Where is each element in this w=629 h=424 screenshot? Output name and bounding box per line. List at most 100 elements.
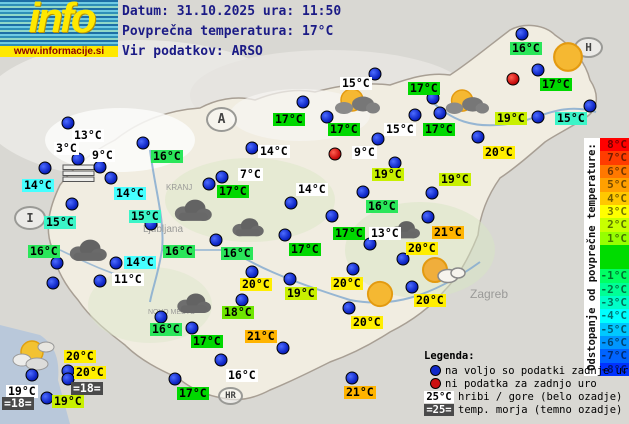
station-dot-red [328,147,342,161]
station-dot-blue [368,67,382,81]
temp-label: 21°C [245,329,277,343]
temp-label: 9°C [352,145,377,159]
temp-label: 17°C [333,226,365,240]
temp-label: 16°C [226,368,258,382]
temp-label: 17°C [408,81,440,95]
scale-cell: -2°C [600,282,629,296]
cloud-icon [66,237,108,267]
legend-item-text: na voljo so podatki zadnje ure [445,364,629,377]
station-dot-blue [104,171,118,185]
sun-cloud-icon [330,87,380,119]
station-dot-blue [515,27,529,41]
temp-label: 17°C [177,386,209,400]
temp-label: =18= [2,396,34,410]
temp-label: 15°C [384,122,416,136]
temp-label: 16°C [28,244,60,258]
site-logo[interactable]: info www.informacije.si [0,0,118,57]
blue-dot-icon [430,365,441,376]
temp-label: 14°C [258,144,290,158]
temp-label: 20°C [406,241,438,255]
logo-site-url[interactable]: www.informacije.si [0,46,118,57]
temp-label: 19°C [52,394,84,408]
temp-label: 16°C [150,322,182,336]
scale-cell: -5°C [600,322,629,337]
sun-cloud-outline-icon [420,256,466,289]
temp-label: 17°C [328,122,360,136]
temp-label: 9°C [90,148,115,162]
temp-label: 17°C [273,112,305,126]
temp-label: 20°C [351,315,383,329]
station-dot-blue [345,371,359,385]
legend-item-text: hribi / gore (belo ozadje) [458,390,623,403]
cloud-icon [174,291,212,319]
road-sign: I [14,206,46,230]
legend-item: ni podatka za zadnjo uro [424,377,629,390]
station-dot-blue [215,170,229,184]
station-dot-blue [284,196,298,210]
cloud-icon [387,219,421,244]
logo-word: info [28,0,97,41]
station-dot-blue [202,177,216,191]
station-dot-blue [38,161,52,175]
legend-item-text: temp. morja (temno ozadje) [458,403,623,416]
station-dot-blue [408,108,422,122]
temp-label: 17°C [423,122,455,136]
sun-icon [366,280,394,312]
temp-label: 14°C [22,178,54,192]
temp-label: 19°C [6,384,38,398]
station-dot-blue [209,233,223,247]
temp-label: 16°C [151,149,183,163]
scale-cell: 2°C [600,218,629,232]
station-dot-blue [278,228,292,242]
road-sign: A [206,107,237,132]
temp-label: 7°C [238,167,263,181]
scale-cell: 7°C [600,151,629,165]
temp-label: 13°C [72,128,104,142]
legend-item: 25°C hribi / gore (belo ozadje) [424,390,629,403]
station-dot-blue [25,368,39,382]
scale-cell: -1°C [600,269,629,283]
city-label: KRANJ [166,183,193,192]
header-avg-temp-line: Povprečna temperatura: 17°C [122,24,334,39]
scale-cell: -3°C [600,295,629,310]
station-dot-blue [325,209,339,223]
temp-label: 14°C [124,255,156,269]
temp-label: 15°C [340,76,372,90]
temp-label: 21°C [432,225,464,239]
station-dot-blue [356,185,370,199]
road-sign: HR [218,387,243,405]
station-dot-blue [531,63,545,77]
scale-cell [600,245,629,270]
city-label: Ljubljana [143,224,184,235]
scale-cell: 8°C [600,138,629,152]
station-dot-red [506,72,520,86]
temp-label: 15°C [555,111,587,125]
temp-label: 17°C [540,77,572,91]
sun-icon [552,41,584,77]
station-dot-blue [433,106,447,120]
scale-cells: 8°C 7°C 6°C 5°C 4°C 3°C 2°C 1°C -1°C -2°C -3°C -4°C… [600,138,629,377]
temp-label: 19°C [372,167,404,181]
station-dot-blue [421,210,435,224]
scale-title-strip: Odstopanje od povprečne temperature: [584,138,600,377]
temp-label: 19°C [495,111,527,125]
station-dot-blue [93,274,107,288]
scale-cell: 5°C [600,178,629,192]
temp-label: 17°C [217,184,249,198]
station-dot-blue [346,262,360,276]
station-dot-blue [471,130,485,144]
station-dot-blue [46,276,60,290]
temp-label: 15°C [44,215,76,229]
temp-label: 16°C [366,199,398,213]
temp-label: 17°C [289,242,321,256]
temp-label: 13°C [369,226,401,240]
station-dot-blue [320,110,334,124]
temp-label: 19°C [439,172,471,186]
temp-label: 15°C [129,209,161,223]
mountain-box-icon: 25°C [424,390,454,403]
scale-cell: 1°C [600,231,629,246]
station-dot-blue [50,256,64,270]
legend-item: =25= temp. morja (temno ozadje) [424,403,629,416]
temp-label: 14°C [114,186,146,200]
